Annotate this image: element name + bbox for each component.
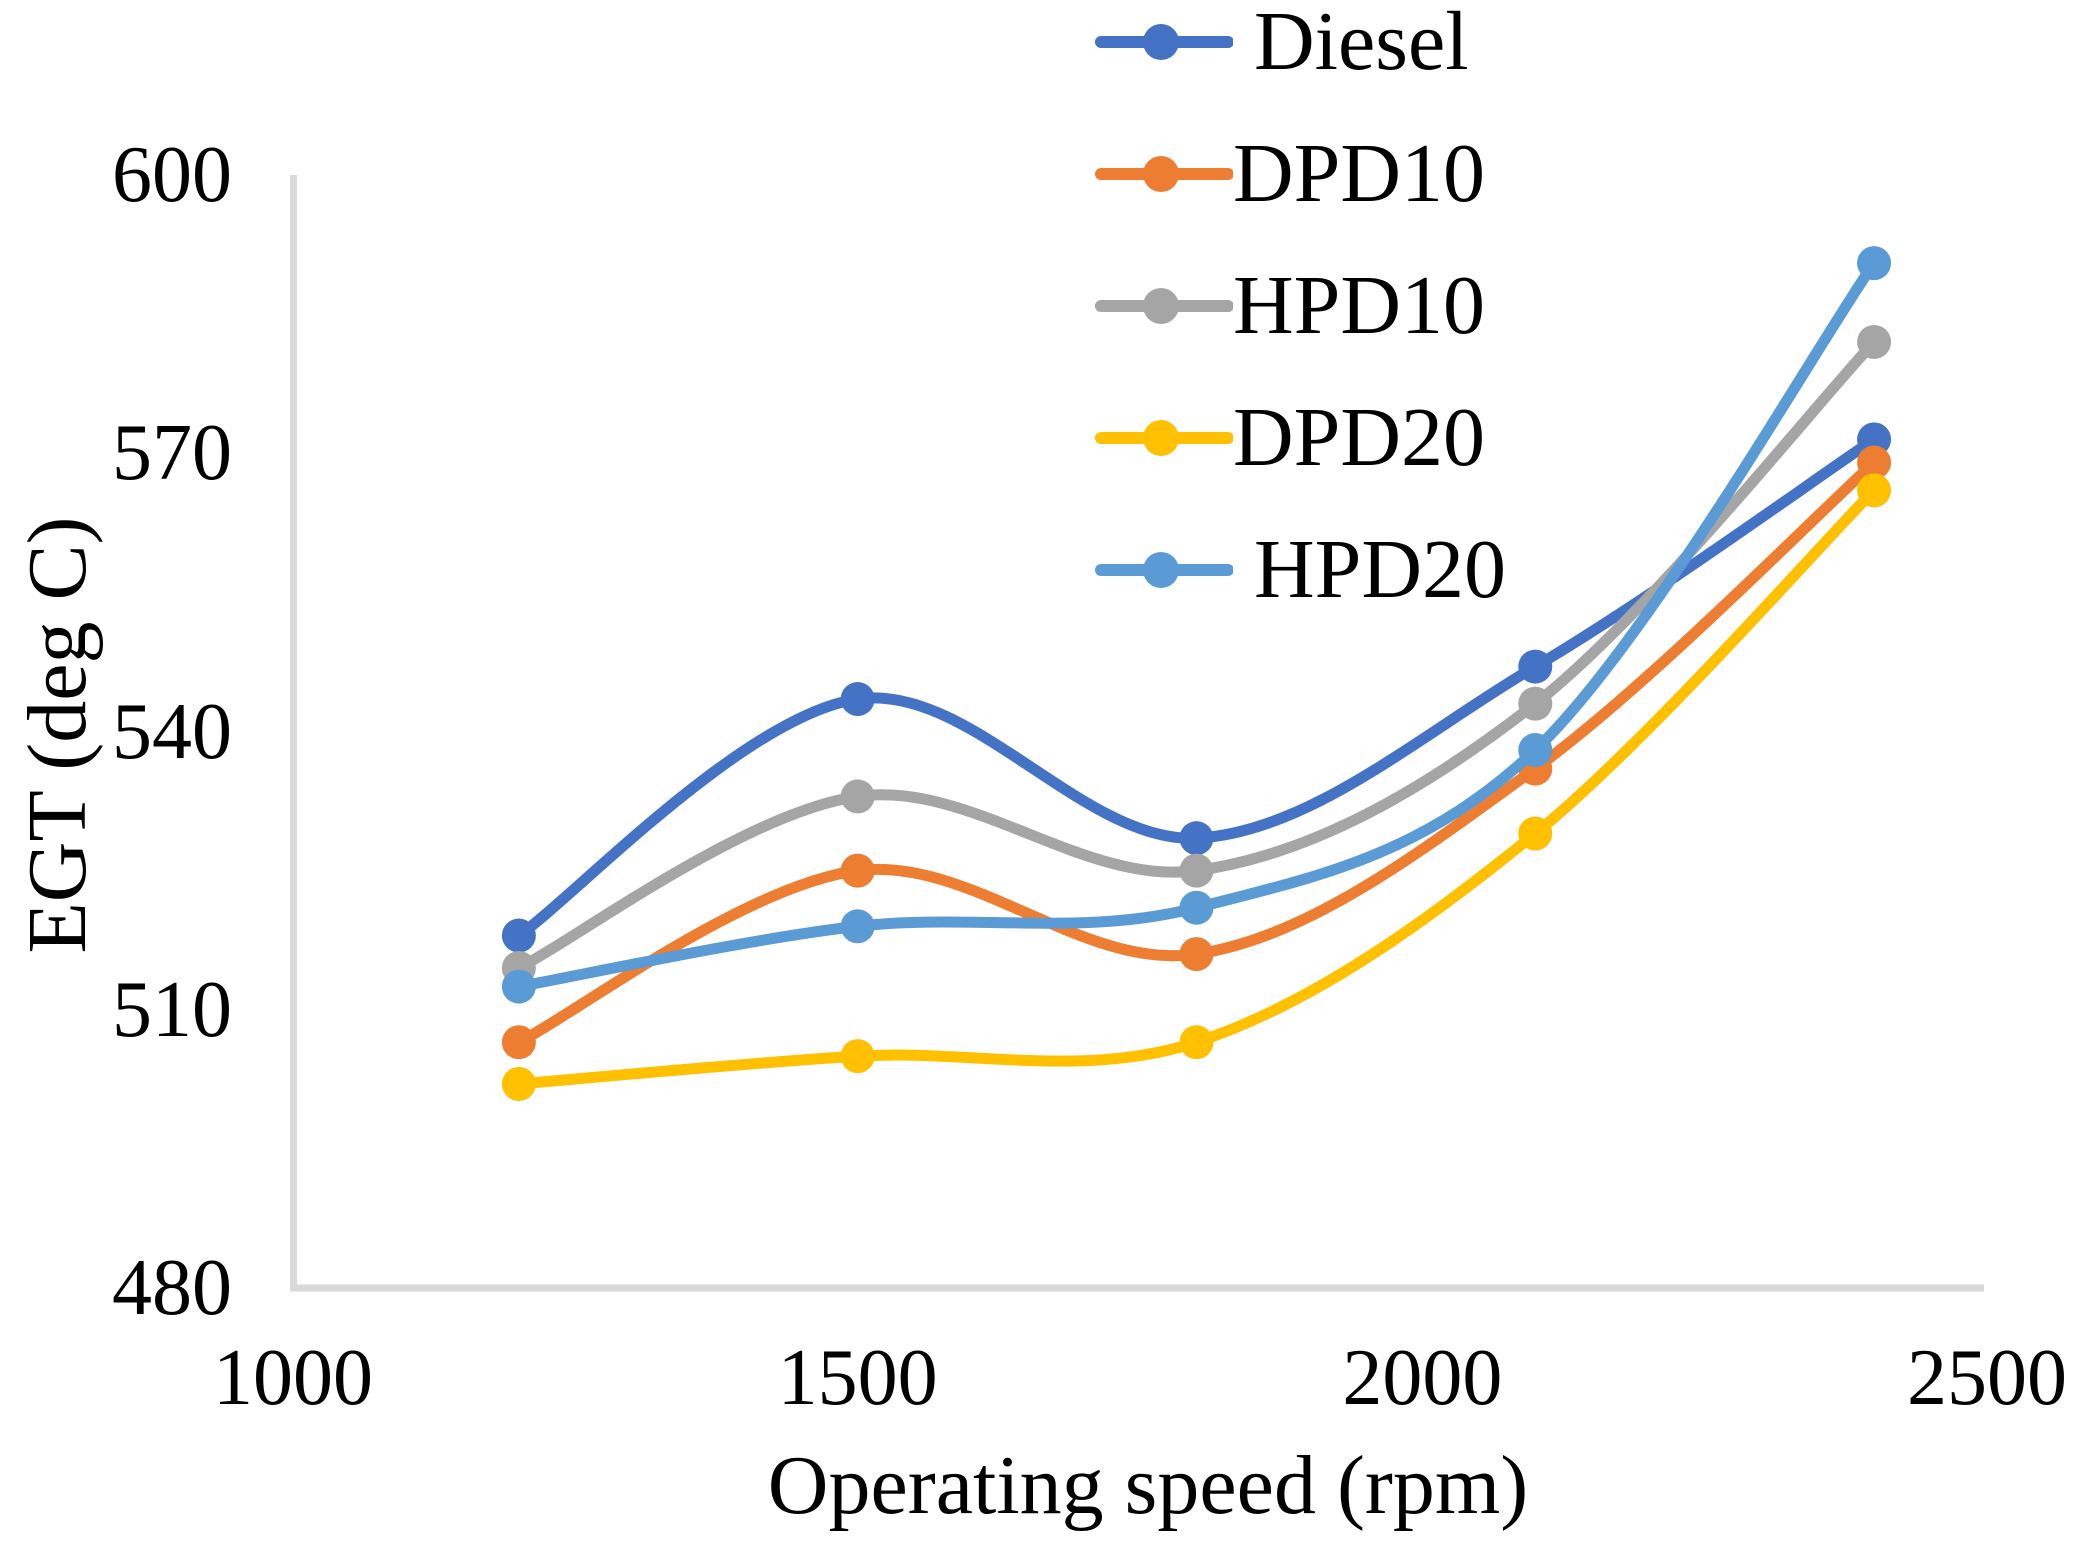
data-point-DPD20-1800 [1179,1025,1214,1060]
series-line-DPD20 [513,484,1880,1090]
data-point-DPD20-2100 [1518,816,1553,851]
data-point-HPD20-1500 [840,909,875,944]
data-point-Diesel-2100 [1518,649,1553,684]
data-point-HPD10-1500 [840,779,875,814]
data-point-Diesel-1800 [1179,821,1214,856]
data-point-DPD20-2400 [1857,473,1892,508]
data-point-HPD20-2100 [1518,733,1553,768]
data-point-HPD20-1200 [501,969,536,1004]
y-tick-label-510: 510 [112,965,232,1054]
legend-label-HPD20: HPD20 [1233,523,1507,616]
y-tick-label-540: 540 [112,687,232,776]
legend-line-marker-icon [1095,288,1233,324]
legend-line-marker-icon [1095,24,1233,60]
y-tick-label-570: 570 [112,409,232,498]
x-tick-label-2000: 2000 [1342,1334,1503,1422]
data-point-DPD10-1800 [1179,937,1214,972]
legend-line-marker-icon [1095,420,1233,456]
y-tick-label-480: 480 [112,1244,232,1332]
data-point-HPD10-2400 [1857,324,1892,359]
legend-label-Diesel: Diesel [1233,0,1469,88]
legend-entry-HPD10: HPD10 [1095,240,1506,372]
data-point-HPD10-1800 [1179,853,1214,888]
data-point-Diesel-1500 [840,682,875,717]
data-point-HPD10-2100 [1518,686,1553,721]
series-line-HPD20 [513,257,1880,993]
data-point-DPD20-1500 [840,1039,875,1074]
data-point-DPD10-1200 [501,1025,536,1060]
x-tick-label-1500: 1500 [777,1334,938,1422]
data-point-DPD20-1200 [501,1066,536,1101]
x-tick-label-2500: 2500 [1907,1334,2067,1422]
legend-entry-Diesel: Diesel [1095,0,1506,108]
data-point-HPD20-2400 [1857,246,1892,281]
legend-entry-DPD10: DPD10 [1095,108,1506,240]
data-point-HPD20-1800 [1179,890,1214,925]
legend: Diesel DPD10 HPD10 DPD20 HPD20 [1095,0,1506,636]
x-axis-title: Operating speed (rpm) [767,1439,1529,1532]
legend-entry-HPD20: HPD20 [1095,504,1506,636]
y-tick-label-600: 600 [112,131,232,219]
legend-entry-DPD20: DPD20 [1095,372,1506,504]
legend-line-marker-icon [1095,552,1233,588]
data-point-DPD10-1500 [840,853,875,888]
legend-label-DPD10: DPD10 [1233,127,1486,220]
legend-label-DPD20: DPD20 [1233,391,1486,484]
y-axis-title: EGT (deg C) [11,516,104,954]
data-point-DPD10-2400 [1857,445,1892,480]
data-point-Diesel-1200 [501,918,536,953]
legend-label-HPD10: HPD10 [1233,259,1486,352]
x-tick-label-1000: 1000 [213,1334,373,1422]
legend-line-marker-icon [1095,156,1233,192]
